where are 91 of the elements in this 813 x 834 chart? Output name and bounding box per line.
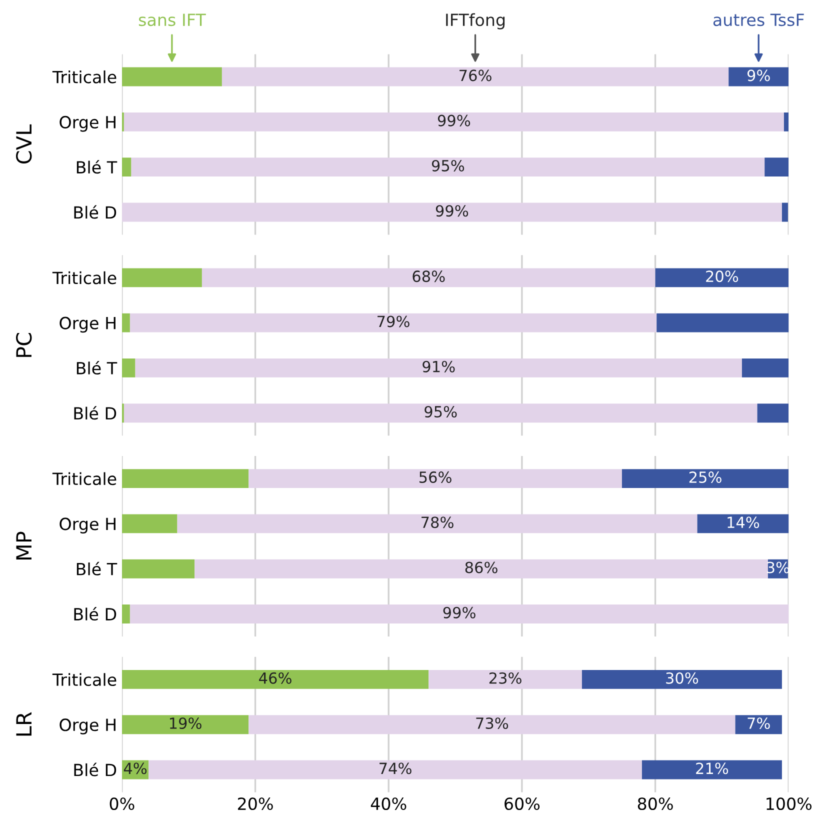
y-tick-label: Triticale	[52, 673, 116, 686]
data-label: 79%	[378, 316, 410, 328]
bar	[131, 158, 765, 177]
bar	[177, 514, 698, 534]
data-label: 7%	[748, 717, 770, 730]
data-label: 21%	[696, 762, 728, 774]
y-tick-label: Triticale	[52, 271, 116, 284]
bar	[622, 469, 789, 488]
data-label: 23%	[489, 672, 522, 684]
data-label: 95%	[432, 160, 464, 172]
y-tick-label: Orge H	[60, 518, 116, 534]
text: IFTfong	[446, 13, 505, 30]
data-label: 76%	[460, 70, 492, 82]
x-tick-label: 20%	[238, 797, 273, 810]
bar	[122, 715, 249, 734]
bar	[122, 670, 429, 689]
bar	[124, 112, 784, 132]
bar	[248, 715, 736, 734]
y-tick-label: Blé T	[76, 562, 118, 576]
bar	[122, 202, 782, 222]
bar	[764, 158, 789, 177]
data-label: 99%	[436, 205, 468, 217]
x-tick-label: 80%	[638, 797, 673, 810]
y-tick-label: Blé D	[74, 606, 116, 621]
bar	[122, 313, 130, 332]
bar	[148, 760, 642, 780]
bar	[222, 67, 729, 86]
bar	[582, 670, 782, 689]
y-tick-label: Triticale	[52, 472, 116, 486]
text: sans IFT	[138, 14, 206, 26]
bar	[122, 604, 130, 624]
data-label: 46%	[259, 672, 292, 684]
bar	[782, 202, 788, 222]
bar	[122, 158, 132, 177]
data-label: 20%	[706, 270, 738, 282]
y-tick-label: Orge H	[60, 316, 116, 333]
y-tick-label: Triticale	[52, 70, 116, 84]
bar	[135, 358, 742, 378]
data-label: 19%	[170, 717, 202, 730]
data-label: 30%	[666, 672, 698, 684]
data-label: 73%	[476, 717, 508, 730]
y-tick-label: Blé D	[74, 406, 116, 420]
x-tick-label: 0%	[110, 797, 134, 810]
bar	[742, 358, 789, 378]
bar	[656, 313, 789, 332]
x-tick-label: 40%	[370, 797, 406, 810]
y-tick-label: Blé D	[74, 762, 116, 776]
y-tick-label: Blé T	[76, 360, 118, 375]
bar	[124, 404, 758, 423]
bar	[122, 67, 222, 86]
data-label: 91%	[422, 360, 455, 372]
y-axis-title: MP	[16, 532, 32, 560]
y-axis-title: LR	[16, 712, 32, 736]
bar	[655, 268, 789, 288]
data-label: 78%	[422, 516, 454, 528]
data-label: 74%	[380, 762, 412, 774]
y-tick-label: Blé D	[74, 205, 116, 219]
data-label: 86%	[465, 562, 498, 574]
bar	[757, 404, 789, 423]
data-label: 25%	[689, 471, 722, 483]
bar	[248, 469, 622, 488]
bar	[122, 358, 136, 378]
x-tick-label: 100%	[766, 797, 812, 810]
bar	[735, 715, 782, 734]
bar	[194, 559, 768, 578]
data-label: 4%	[124, 762, 147, 774]
data-label: 9%	[747, 70, 770, 82]
data-label: 14%	[728, 516, 760, 528]
data-label: 95%	[424, 406, 457, 418]
data-label: 56%	[419, 471, 452, 483]
y-axis-title: CVL	[16, 124, 32, 164]
bar	[428, 670, 582, 689]
x-tick-label: 60%	[504, 797, 540, 810]
data-label: 99%	[443, 606, 476, 618]
text: autres TssF	[713, 14, 804, 26]
bar	[202, 268, 656, 288]
y-tick-label: Orge H	[60, 718, 116, 734]
y-tick-label: Blé T	[76, 160, 118, 174]
bar	[122, 469, 249, 488]
bar	[130, 313, 657, 332]
data-label: 68%	[412, 270, 445, 282]
bar	[784, 112, 789, 132]
bar	[728, 67, 789, 86]
data-label: 99%	[438, 114, 470, 126]
y-tick-label: Orge H	[60, 116, 116, 132]
y-axis-title: PC	[16, 332, 32, 357]
bar	[642, 760, 782, 780]
bar	[122, 514, 178, 534]
bar	[130, 604, 789, 624]
bar	[122, 268, 202, 288]
bar	[122, 559, 195, 578]
